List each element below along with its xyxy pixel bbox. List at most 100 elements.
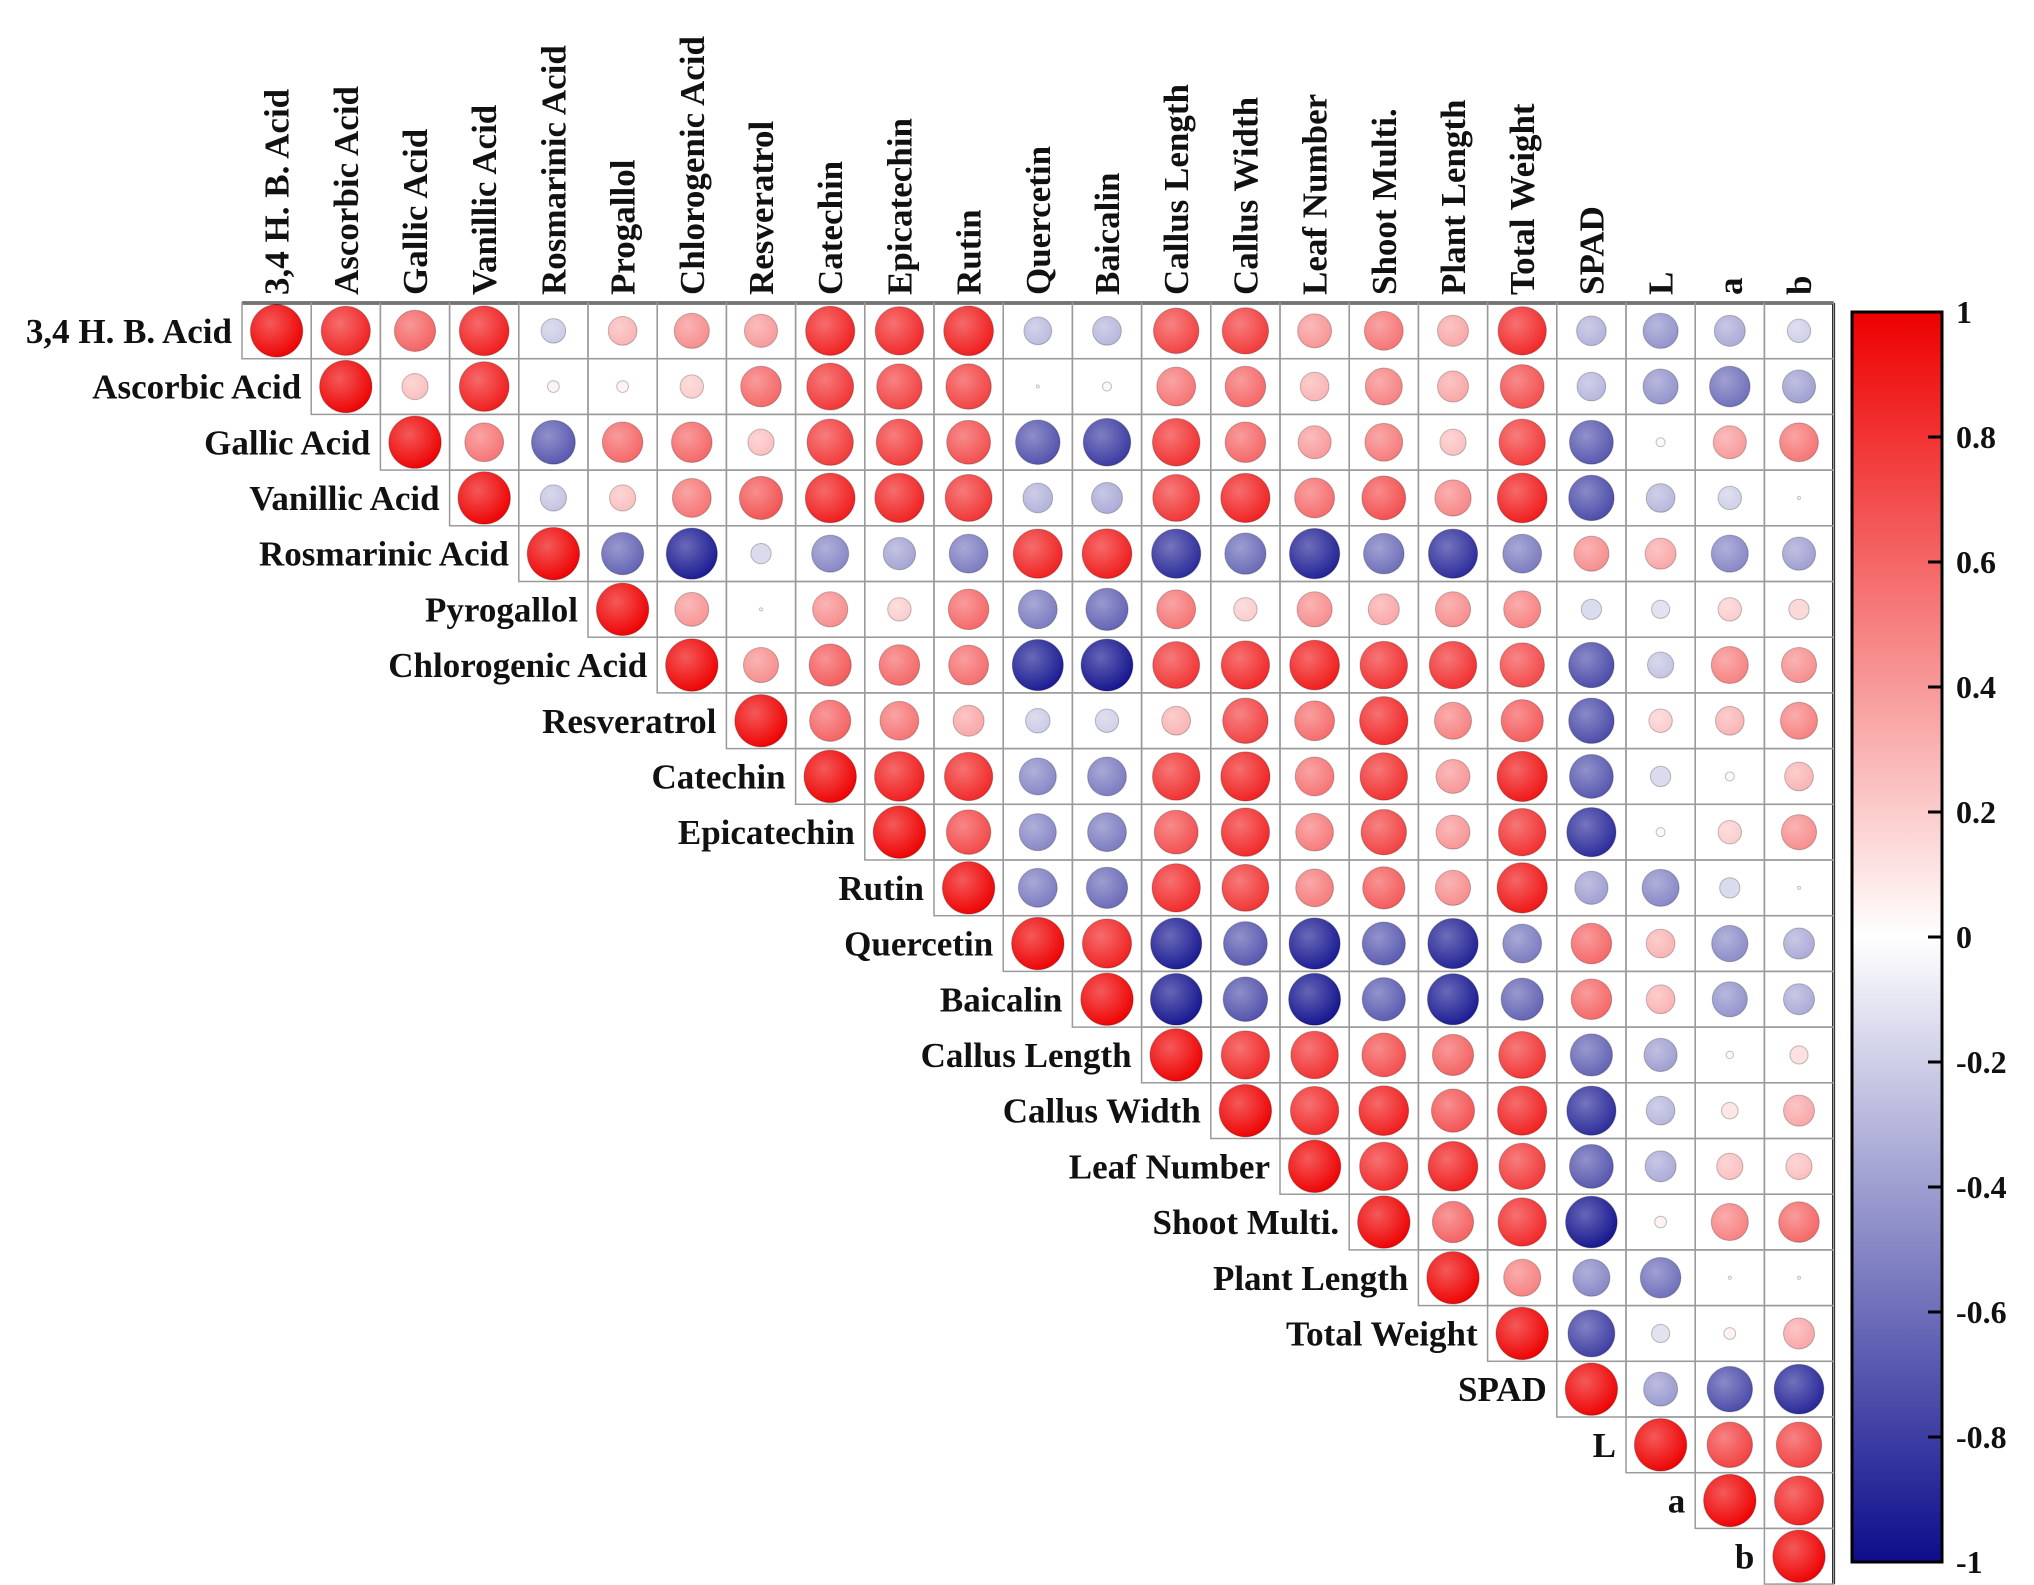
correlation-circle-highlight <box>1368 593 1400 625</box>
correlation-circle-highlight <box>609 484 636 512</box>
column-label: Callus Width <box>1226 97 1265 295</box>
column-label: Ascorbic Acid <box>327 85 366 295</box>
correlation-circle-highlight <box>1568 475 1615 521</box>
correlation-circle <box>1723 1327 1737 1340</box>
colorbar: 1 0.8 0.6 0.4 0.2 0 -0.2 -0.4 -0.6 -0.8 -1 <box>1850 294 2007 1580</box>
correlation-circle-highlight <box>1714 315 1746 347</box>
column-label: Resveratrol <box>742 120 781 295</box>
correlation-circle-highlight <box>943 306 994 356</box>
correlation-circle-highlight <box>949 534 989 574</box>
correlation-circle <box>1719 877 1741 899</box>
row-label: Gallic Acid <box>204 423 371 462</box>
correlation-circle-highlight <box>602 421 643 463</box>
grid-cell <box>1763 1527 1835 1585</box>
correlation-circle-highlight <box>1289 918 1341 970</box>
row-label: a <box>1668 1482 1686 1521</box>
correlation-circle-highlight <box>1643 1372 1678 1407</box>
correlation-circle-highlight <box>1498 1031 1546 1079</box>
row-label: Callus Width <box>1003 1092 1201 1131</box>
row-label: Pyrogallol <box>425 590 578 629</box>
correlation-circle-highlight <box>1221 640 1270 690</box>
correlation-circle-highlight <box>876 419 923 466</box>
correlation-circle-highlight <box>1362 977 1406 1021</box>
correlation-circle-highlight <box>596 583 649 636</box>
correlation-circle-highlight <box>1646 1096 1675 1125</box>
correlation-circle-highlight <box>1288 1140 1341 1193</box>
correlation-circle-highlight <box>1566 807 1616 857</box>
correlation-circle-highlight <box>1152 418 1200 466</box>
correlation-circle-highlight <box>1360 752 1408 801</box>
correlation-circle-highlight <box>874 751 925 802</box>
row-label: 3,4 H. B. Acid <box>26 312 233 351</box>
correlation-circle-highlight <box>1222 698 1269 744</box>
correlation-circle-highlight <box>1011 917 1064 970</box>
correlation-circle-highlight <box>747 429 775 456</box>
correlation-circle-highlight <box>1648 709 1673 733</box>
correlation-circle-highlight <box>1571 923 1612 964</box>
correlation-circle-highlight <box>1364 423 1403 462</box>
column-label: Catechin <box>811 161 850 295</box>
correlation-circle-highlight <box>744 314 778 348</box>
correlation-circle-highlight <box>1289 528 1340 579</box>
correlation-circle-highlight <box>1646 984 1675 1014</box>
correlation-circle-highlight <box>1567 1310 1615 1357</box>
colorbar-tick-label: 0.2 <box>1956 794 1996 830</box>
correlation-circle-highlight <box>1364 311 1404 351</box>
row-label: b <box>1735 1537 1754 1576</box>
correlation-circle-highlight <box>874 473 924 523</box>
correlation-circle-highlight <box>394 310 436 352</box>
correlation-circle <box>1797 495 1801 500</box>
correlation-circle-highlight <box>1432 1201 1474 1243</box>
correlation-circle-highlight <box>1019 813 1057 851</box>
correlation-circle-highlight <box>1497 473 1548 523</box>
correlation-circle-highlight <box>1498 306 1547 355</box>
correlation-circle <box>750 543 772 565</box>
correlation-circle-highlight <box>1784 762 1814 791</box>
correlation-circle-highlight <box>1497 1086 1547 1136</box>
correlation-circle-highlight <box>1297 313 1332 348</box>
correlation-circle-highlight <box>1221 864 1269 912</box>
colorbar-tick-label: -0.8 <box>1956 1419 2007 1455</box>
correlation-circle-highlight <box>1151 529 1201 579</box>
colorbar-tick-label: -1 <box>1956 1544 1983 1580</box>
row-label: Ascorbic Acid <box>92 368 302 407</box>
correlation-circle-highlight <box>1018 868 1058 908</box>
correlation-circle-highlight <box>1572 1259 1610 1297</box>
column-label: Leaf Number <box>1296 94 1335 295</box>
correlation-circle-highlight <box>601 532 644 575</box>
correlation-circle <box>1035 384 1040 389</box>
correlation-circle-highlight <box>1711 535 1749 573</box>
correlation-circle-highlight <box>1082 528 1132 579</box>
column-labels: 3,4 H. B. Acid Ascorbic Acid Gallic Acid Va… <box>258 36 1819 295</box>
correlation-circle-highlight <box>1150 918 1202 970</box>
correlation-circle-highlight <box>1018 589 1058 629</box>
correlation-circle <box>547 380 560 393</box>
correlation-circle-highlight <box>1023 316 1052 345</box>
correlation-circle-highlight <box>811 535 849 573</box>
correlation-circle <box>1101 381 1113 392</box>
correlation-circle-highlight <box>674 313 710 349</box>
correlation-circle-highlight <box>1499 642 1545 688</box>
column-label: 3,4 H. B. Acid <box>258 88 297 295</box>
correlation-circle-highlight <box>1150 973 1202 1026</box>
correlation-circle-highlight <box>1497 751 1548 802</box>
column-label: L <box>1642 272 1681 295</box>
correlation-circle-highlight <box>1713 425 1747 459</box>
correlation-circle-highlight <box>1359 696 1408 745</box>
correlation-circle-highlight <box>1432 1034 1474 1076</box>
correlation-circle-highlight <box>1221 808 1270 857</box>
correlation-circle-highlight <box>1220 751 1270 802</box>
correlation-circle-highlight <box>944 752 993 801</box>
correlation-circle-highlight <box>1783 928 1815 960</box>
correlation-circle-highlight <box>541 318 566 344</box>
correlation-circle-highlight <box>1439 429 1467 456</box>
correlation-circle-highlight <box>948 589 989 630</box>
correlation-circle-highlight <box>1288 973 1341 1026</box>
correlation-circle-highlight <box>1295 868 1334 907</box>
column-label: Progallol <box>604 159 643 295</box>
correlation-circle-highlight <box>464 422 504 462</box>
correlation-circle-highlight <box>1503 1259 1541 1297</box>
correlation-circle-highlight <box>1019 757 1057 795</box>
correlation-circle-highlight <box>876 363 923 410</box>
correlation-circle-highlight <box>1225 421 1266 463</box>
